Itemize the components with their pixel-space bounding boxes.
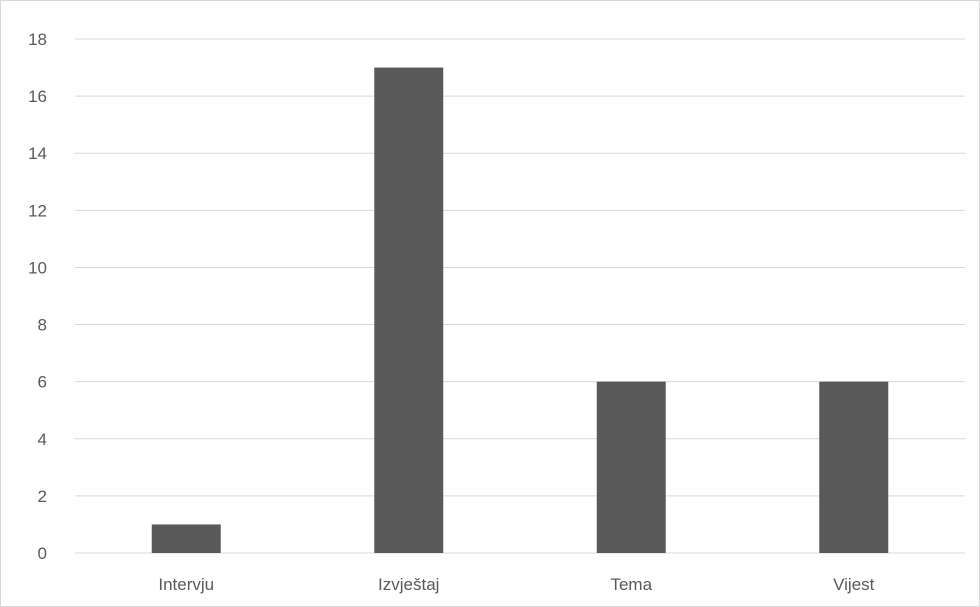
y-tick-label: 6 xyxy=(38,373,47,392)
bar-intervju xyxy=(151,524,221,553)
y-tick-label: 18 xyxy=(28,30,47,49)
x-axis-tick-labels: Intervju Izvještaj Tema Vijest xyxy=(158,575,874,594)
bar-izvještaj xyxy=(374,67,444,554)
bar-tema xyxy=(596,381,666,553)
y-tick-label: 4 xyxy=(38,430,47,449)
bar-vijest xyxy=(819,381,889,553)
y-tick-label: 14 xyxy=(28,144,47,163)
x-tick-label: Tema xyxy=(610,575,652,594)
y-tick-label: 12 xyxy=(28,201,47,220)
x-tick-label: Intervju xyxy=(158,575,214,594)
y-tick-label: 0 xyxy=(38,544,47,563)
y-tick-label: 16 xyxy=(28,87,47,106)
y-tick-label: 2 xyxy=(38,487,47,506)
x-tick-label: Vijest xyxy=(833,575,875,594)
bars xyxy=(151,67,889,554)
y-axis-tick-labels: 0 2 4 6 8 10 12 14 16 18 xyxy=(28,30,47,563)
y-tick-label: 10 xyxy=(28,258,47,277)
gridlines xyxy=(75,38,965,554)
x-tick-label: Izvještaj xyxy=(378,575,439,594)
y-tick-label: 8 xyxy=(38,316,47,335)
